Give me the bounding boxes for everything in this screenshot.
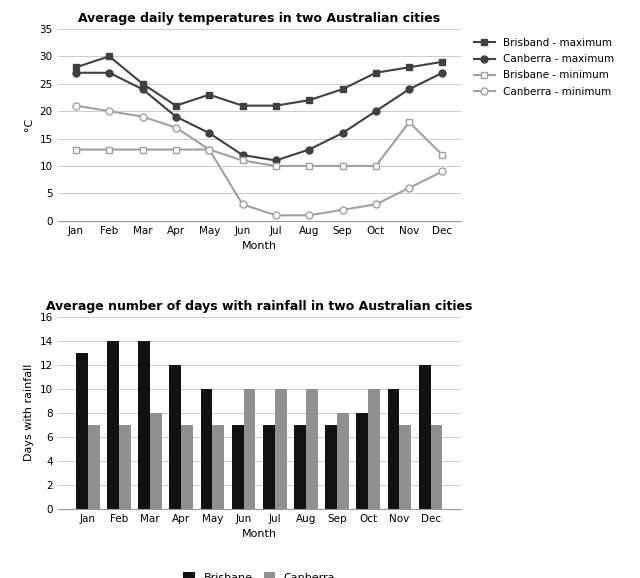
X-axis label: Month: Month — [242, 529, 276, 539]
Brisband - maximum — [239, 102, 246, 109]
Bar — [419, 365, 431, 509]
Legend: Brisband - maximum, Canberra - maximum, Brisbane - minimum, Canberra - minimum: Brisband - maximum, Canberra - maximum, … — [474, 38, 614, 97]
Brisbane - minimum — [438, 151, 446, 158]
Brisband - maximum — [339, 86, 346, 92]
Bar — [263, 425, 275, 509]
Bar — [275, 388, 287, 509]
Y-axis label: °C: °C — [24, 118, 34, 131]
Canberra - maximum — [139, 86, 147, 92]
Line: Brisbane - minimum: Brisbane - minimum — [72, 118, 446, 169]
Canberra - maximum — [305, 146, 313, 153]
Bar — [325, 425, 337, 509]
Brisbane - minimum — [305, 162, 313, 169]
Canberra - maximum — [172, 113, 180, 120]
Brisbane - minimum — [72, 146, 80, 153]
Line: Brisband - maximum: Brisband - maximum — [72, 53, 446, 109]
Canberra - minimum — [405, 184, 413, 191]
Bar — [88, 425, 100, 509]
Title: Average daily temperatures in two Australian cities: Average daily temperatures in two Austra… — [78, 12, 440, 25]
Brisband - maximum — [405, 64, 413, 71]
Canberra - minimum — [239, 201, 246, 208]
Bar — [138, 340, 150, 509]
Bar — [181, 425, 193, 509]
X-axis label: Month: Month — [242, 241, 276, 251]
Bar — [150, 413, 162, 509]
Canberra - minimum — [106, 108, 113, 114]
Brisbane - minimum — [272, 162, 280, 169]
Title: Average number of days with rainfall in two Australian cities: Average number of days with rainfall in … — [46, 300, 472, 313]
Bar — [76, 353, 88, 509]
Line: Canberra - maximum: Canberra - maximum — [72, 69, 446, 164]
Brisband - maximum — [72, 64, 80, 71]
Brisband - maximum — [139, 80, 147, 87]
Brisbane - minimum — [172, 146, 180, 153]
Canberra - minimum — [205, 146, 213, 153]
Canberra - maximum — [72, 69, 80, 76]
Canberra - maximum — [239, 151, 246, 158]
Brisbane - minimum — [106, 146, 113, 153]
Brisband - maximum — [372, 69, 380, 76]
Brisband - maximum — [305, 97, 313, 103]
Brisband - maximum — [205, 91, 213, 98]
Brisbane - minimum — [205, 146, 213, 153]
Bar — [306, 388, 318, 509]
Canberra - minimum — [372, 201, 380, 208]
Bar — [119, 425, 131, 509]
Bar — [170, 365, 181, 509]
Line: Canberra - minimum: Canberra - minimum — [72, 102, 446, 219]
Bar — [212, 425, 224, 509]
Brisbane - minimum — [139, 146, 147, 153]
Bar — [244, 388, 255, 509]
Brisband - maximum — [106, 53, 113, 60]
Bar — [337, 413, 349, 509]
Brisbane - minimum — [239, 157, 246, 164]
Canberra - maximum — [106, 69, 113, 76]
Canberra - maximum — [205, 129, 213, 136]
Canberra - minimum — [438, 168, 446, 175]
Canberra - maximum — [438, 69, 446, 76]
Brisbane - minimum — [372, 162, 380, 169]
Brisband - maximum — [438, 58, 446, 65]
Canberra - maximum — [272, 157, 280, 164]
Canberra - minimum — [172, 124, 180, 131]
Brisband - maximum — [172, 102, 180, 109]
Canberra - maximum — [372, 108, 380, 114]
Brisband - maximum — [272, 102, 280, 109]
Brisbane - minimum — [339, 162, 346, 169]
Bar — [107, 340, 119, 509]
Y-axis label: Days with rainfall: Days with rainfall — [24, 364, 34, 461]
Canberra - minimum — [339, 206, 346, 213]
Legend: Brisbane, Canberra: Brisbane, Canberra — [179, 568, 339, 578]
Brisbane - minimum — [405, 118, 413, 125]
Bar — [232, 425, 244, 509]
Canberra - minimum — [305, 212, 313, 219]
Bar — [388, 388, 399, 509]
Canberra - minimum — [139, 113, 147, 120]
Bar — [368, 388, 380, 509]
Canberra - minimum — [72, 102, 80, 109]
Bar — [399, 425, 412, 509]
Canberra - minimum — [272, 212, 280, 219]
Bar — [356, 413, 368, 509]
Canberra - maximum — [405, 86, 413, 92]
Canberra - maximum — [339, 129, 346, 136]
Bar — [431, 425, 442, 509]
Bar — [294, 425, 306, 509]
Bar — [200, 388, 212, 509]
